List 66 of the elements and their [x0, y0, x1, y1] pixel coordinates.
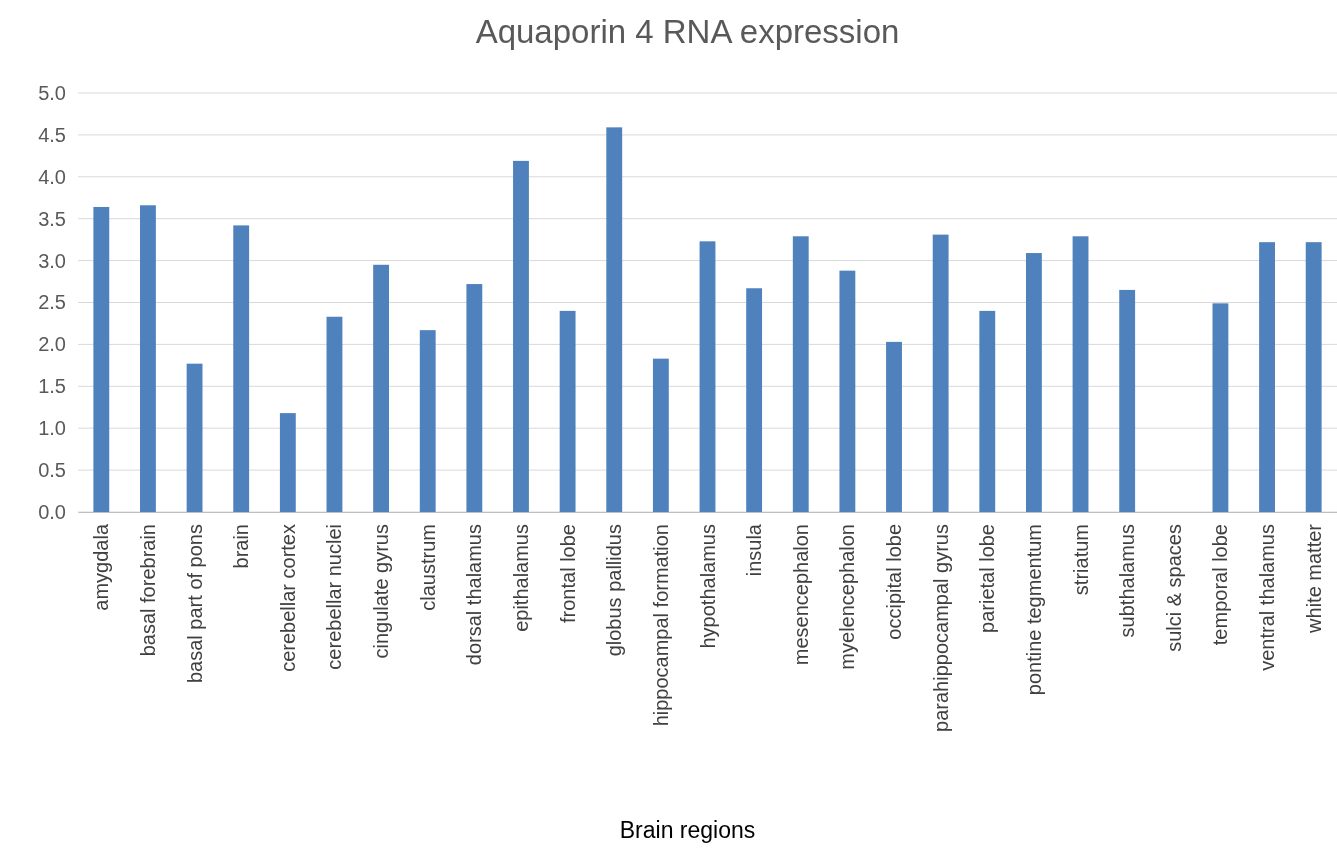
bar — [279, 413, 296, 512]
x-tick-label: brain — [230, 524, 253, 569]
x-tick-label: cerebellar nuclei — [323, 524, 346, 670]
bar — [1025, 253, 1042, 512]
x-tick-label: striatum — [1069, 524, 1092, 596]
x-tick-label: basal forebrain — [136, 524, 159, 657]
bar — [792, 236, 809, 512]
x-tick-label: hypothalamus — [696, 524, 719, 649]
bar — [186, 363, 203, 512]
bar — [1305, 242, 1322, 512]
x-tick-label: insula — [743, 523, 766, 577]
bar — [979, 310, 996, 512]
x-tick-label: subthalamus — [1116, 524, 1139, 638]
x-tick-label: temporal lobe — [1209, 524, 1232, 646]
x-tick-label: mesencephalon — [789, 524, 812, 666]
x-tick-label: claustrum — [416, 524, 439, 611]
y-tick-label: 2.5 — [38, 291, 66, 314]
x-tick-label: amygdala — [90, 523, 113, 611]
bar — [93, 206, 110, 512]
x-tick-label: basal part of pons — [183, 524, 206, 683]
y-tick-label: 3.0 — [38, 249, 66, 272]
x-tick-label: epithalamus — [509, 524, 532, 632]
bar — [466, 284, 483, 512]
bar — [1259, 242, 1275, 512]
bar — [559, 310, 576, 512]
y-tick-label: 0.5 — [38, 459, 66, 481]
x-tick-label: frontal lobe — [556, 524, 579, 623]
x-tick-label: ventral thalamus — [1256, 524, 1279, 671]
x-tick-label: parahippocampal gyrus — [929, 524, 952, 732]
y-tick-label: 3.5 — [38, 207, 66, 230]
bar — [1072, 236, 1089, 512]
bar — [886, 341, 902, 512]
bar — [419, 330, 436, 512]
x-axis-title: Brain regions — [619, 817, 756, 843]
x-tick-label: dorsal thalamus — [463, 524, 486, 666]
y-tick-label: 1.5 — [38, 375, 66, 398]
y-tick-label: 1.0 — [38, 417, 66, 440]
x-tick-label: parietal lobe — [976, 524, 999, 633]
x-tick-label: pontine tegmentum — [1022, 524, 1045, 696]
x-tick-label: occipital lobe — [883, 524, 906, 640]
bar — [699, 241, 716, 512]
x-tick-label: cerebellar cortex — [276, 524, 299, 672]
x-tick-label: globus pallidus — [603, 524, 626, 657]
bar — [1212, 303, 1229, 512]
chart-title: Aquaporin 4 RNA expression — [475, 13, 900, 50]
bar — [140, 205, 156, 512]
y-tick-label: 5.0 — [38, 81, 66, 104]
bar — [373, 264, 390, 512]
bar — [233, 225, 250, 512]
bar — [839, 270, 856, 512]
x-tick-label: white matter — [1302, 523, 1325, 634]
bar — [326, 316, 343, 512]
y-tick-label: 2.0 — [38, 333, 66, 356]
bar — [932, 234, 949, 512]
bar — [652, 358, 669, 512]
y-tick-label: 4.0 — [38, 165, 66, 188]
bar — [1119, 289, 1136, 512]
x-tick-label: myelencephalon — [836, 524, 859, 670]
x-tick-label: sulci & spaces — [1162, 524, 1185, 652]
y-tick-label: 0.0 — [38, 500, 66, 523]
x-tick-label: hippocampal formation — [649, 524, 672, 727]
bar — [513, 160, 529, 512]
y-tick-label: 4.5 — [38, 123, 66, 146]
bar — [746, 288, 763, 512]
bar — [606, 127, 623, 512]
x-tick-label: cingulate gyrus — [370, 524, 393, 659]
